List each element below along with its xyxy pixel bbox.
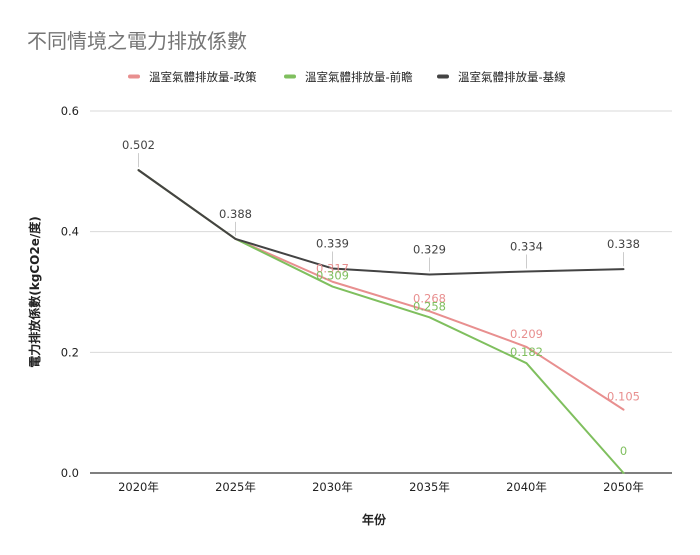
- series-lines: [137, 169, 625, 474]
- x-tick-label: 2040年: [506, 480, 547, 494]
- data-label: 0.317: [316, 262, 349, 276]
- legend-swatch: [128, 74, 140, 79]
- data-label: 0.268: [413, 291, 446, 305]
- legend-label: 溫室氣體排放量-前瞻: [305, 70, 413, 84]
- y-tick-label: 0.4: [61, 225, 79, 239]
- legend-swatch: [437, 74, 449, 79]
- label-leaders: [138, 153, 624, 272]
- y-tick-label: 0.0: [61, 466, 79, 480]
- y-tick-label: 0.6: [61, 104, 79, 118]
- data-label: 0: [620, 444, 627, 458]
- data-label: 0.309: [316, 269, 349, 283]
- x-tick-label: 2035年: [409, 480, 450, 494]
- x-tick-label: 2020年: [118, 480, 159, 494]
- series-line: [137, 169, 625, 276]
- grid: [90, 110, 672, 474]
- data-label: 0.339: [316, 236, 349, 250]
- x-tick-label: 2025年: [215, 480, 256, 494]
- x-axis-title: 年份: [362, 512, 387, 527]
- data-label: 0.388: [219, 207, 252, 221]
- legend: 溫室氣體排放量-政策 溫室氣體排放量-前瞻 溫室氣體排放量-基線: [128, 70, 566, 84]
- legend-label: 溫室氣體排放量-基線: [458, 70, 566, 84]
- y-axis: 0.0 0.2 0.4 0.6: [61, 104, 79, 480]
- x-axis: 2020年 2025年 2030年 2035年 2040年 2050年: [118, 480, 644, 494]
- series-line: [137, 169, 625, 474]
- x-tick-label: 2030年: [312, 480, 353, 494]
- data-label: 0.338: [607, 237, 640, 251]
- data-label: 0.258: [413, 299, 446, 313]
- legend-label: 溫室氣體排放量-政策: [149, 70, 257, 84]
- y-tick-label: 0.2: [61, 345, 79, 359]
- series-line: [137, 169, 625, 411]
- x-tick-label: 2050年: [603, 480, 644, 494]
- data-labels: 0.317 0.268 0.209 0.105 0.309 0.258 0.182 0 0.50…: [122, 138, 640, 458]
- data-label: 0.105: [607, 390, 640, 404]
- data-label: 0.334: [510, 239, 543, 253]
- chart-title: 不同情境之電力排放係數: [27, 29, 247, 53]
- data-label: 0.502: [122, 138, 155, 152]
- data-label: 0.182: [510, 345, 543, 359]
- y-axis-title: 電力排放係數(kgCO2e/度): [27, 216, 42, 367]
- data-label: 0.209: [510, 327, 543, 341]
- data-label: 0.329: [413, 243, 446, 257]
- legend-swatch: [284, 74, 296, 79]
